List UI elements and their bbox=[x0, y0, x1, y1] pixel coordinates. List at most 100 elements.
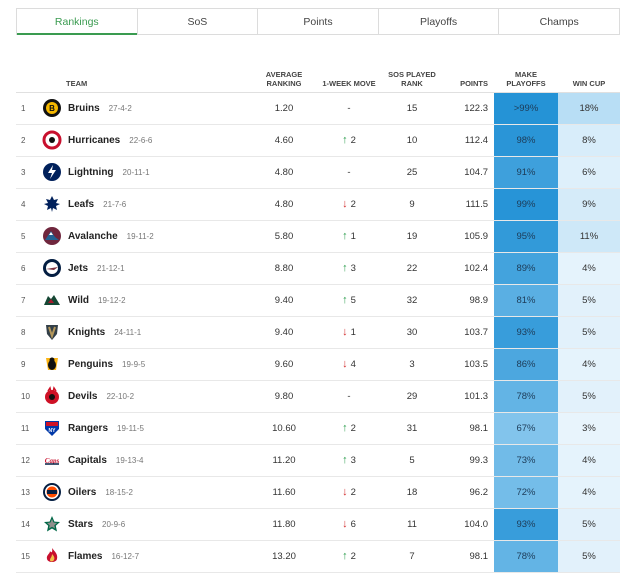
tab-rankings[interactable]: Rankings bbox=[17, 9, 138, 35]
rank-cell: 8 bbox=[16, 316, 36, 349]
week-move-cell: ↑ 3 bbox=[314, 252, 384, 285]
svg-text:B: B bbox=[49, 104, 55, 113]
table-row[interactable]: 2 Hurricanes 22-6-6 4.60 ↑ 2 10 112.4 98% 8% bbox=[16, 124, 620, 157]
tab-playoffs[interactable]: Playoffs bbox=[379, 9, 500, 34]
flames-logo-icon bbox=[42, 546, 62, 566]
week-move-cell: - bbox=[314, 156, 384, 189]
sos-played-rank-cell: 5 bbox=[384, 444, 440, 477]
week-move-cell: ↓ 2 bbox=[314, 476, 384, 509]
move-up: ↑ 2 bbox=[342, 550, 356, 562]
average-ranking-cell: 8.80 bbox=[254, 252, 314, 285]
win-cup-cell: 5% bbox=[558, 284, 620, 317]
team-cell: Flames 16-12-7 bbox=[36, 540, 254, 573]
make-playoffs-cell: 78% bbox=[494, 540, 558, 573]
table-row[interactable]: 5 Avalanche 19-11-2 5.80 ↑ 1 19 105.9 95% 11% bbox=[16, 220, 620, 253]
table-row[interactable]: 12 Caps Capitals 19-13-4 11.20 ↑ 3 5 99.3 73% 4% bbox=[16, 444, 620, 477]
sos-played-rank-header[interactable]: SOS PLAYED RANK bbox=[384, 58, 440, 93]
team-name[interactable]: Wild bbox=[68, 294, 90, 306]
average-ranking-header[interactable]: AVERAGE RANKING bbox=[254, 58, 314, 93]
table-row[interactable]: 10 Devils 22-10-2 9.80 - 29 101.3 78% 5% bbox=[16, 380, 620, 413]
points-cell: 99.3 bbox=[440, 444, 494, 477]
team-name[interactable]: Lightning bbox=[68, 166, 114, 178]
team-name[interactable]: Leafs bbox=[68, 198, 95, 210]
team-name[interactable]: Flames bbox=[68, 550, 103, 562]
average-ranking-cell: 9.60 bbox=[254, 348, 314, 381]
team-cell: Oilers 18-15-2 bbox=[36, 476, 254, 509]
points-cell: 104.7 bbox=[440, 156, 494, 189]
team-name[interactable]: Knights bbox=[68, 326, 106, 338]
average-ranking-cell: 4.80 bbox=[254, 188, 314, 221]
team-name[interactable]: Capitals bbox=[68, 454, 107, 466]
rank-cell: 6 bbox=[16, 252, 36, 285]
team-name[interactable]: Avalanche bbox=[68, 230, 118, 242]
tab-sos[interactable]: SoS bbox=[138, 9, 259, 34]
make-playoffs-cell: 99% bbox=[494, 188, 558, 221]
team-cell: Knights 24-11-1 bbox=[36, 316, 254, 349]
make-playoffs-cell: 91% bbox=[494, 156, 558, 189]
move-value: 3 bbox=[350, 454, 356, 466]
team-record: 20-9-6 bbox=[102, 519, 126, 529]
win-cup-header[interactable]: WIN CUP bbox=[558, 58, 620, 93]
table-row[interactable]: 7 Wild 19-12-2 9.40 ↑ 5 32 98.9 81% 5% bbox=[16, 284, 620, 317]
team-record: 19-11-5 bbox=[117, 423, 144, 433]
team-record: 20-11-1 bbox=[122, 167, 150, 177]
table-row[interactable]: 13 Oilers 18-15-2 11.60 ↓ 2 18 96.2 72% 4% bbox=[16, 476, 620, 509]
sos-played-rank-cell: 18 bbox=[384, 476, 440, 509]
table-row[interactable]: 9 Penguins 19-9-5 9.60 ↓ 4 3 103.5 86% 4% bbox=[16, 348, 620, 381]
arrow-down-icon: ↓ bbox=[342, 198, 348, 210]
team-name[interactable]: Penguins bbox=[68, 358, 114, 370]
points-cell: 98.1 bbox=[440, 412, 494, 445]
table-row[interactable]: 8 Knights 24-11-1 9.40 ↓ 1 30 103.7 93% 5% bbox=[16, 316, 620, 349]
points-cell: 98.1 bbox=[440, 540, 494, 573]
team-name[interactable]: Bruins bbox=[68, 102, 100, 114]
team-record: 19-11-2 bbox=[126, 231, 154, 241]
table-row[interactable]: 14 Stars 20-9-6 11.80 ↓ 6 11 104.0 93% 5% bbox=[16, 508, 620, 541]
team-name[interactable]: Hurricanes bbox=[68, 134, 121, 146]
table-row[interactable]: 1 B Bruins 27-4-2 1.20 - 15 122.3 >99% 18% bbox=[16, 92, 620, 125]
team-name[interactable]: Devils bbox=[68, 390, 98, 402]
make-playoffs-header[interactable]: MAKE PLAYOFFS bbox=[494, 58, 558, 93]
table-row[interactable]: 15 Flames 16-12-7 13.20 ↑ 2 7 98.1 78% 5% bbox=[16, 540, 620, 573]
table-row[interactable]: 4 Leafs 21-7-6 4.80 ↓ 2 9 111.5 99% 9% bbox=[16, 188, 620, 221]
table-row[interactable]: 3 Lightning 20-11-1 4.80 - 25 104.7 91% 6% bbox=[16, 156, 620, 189]
team-cell: Lightning 20-11-1 bbox=[36, 156, 254, 189]
rank-cell: 14 bbox=[16, 508, 36, 541]
week-move-header[interactable]: 1-WEEK MOVE bbox=[314, 58, 384, 93]
move-value: 6 bbox=[350, 518, 356, 530]
team-name[interactable]: Oilers bbox=[68, 486, 97, 498]
tab-champs[interactable]: Champs bbox=[539, 15, 579, 28]
team-record: 19-13-4 bbox=[115, 455, 144, 465]
move-value: 2 bbox=[350, 198, 356, 210]
team-cell: Caps Capitals 19-13-4 bbox=[36, 444, 254, 477]
arrow-up-icon: ↑ bbox=[342, 262, 348, 274]
tab-points[interactable]: Points bbox=[258, 9, 379, 34]
rank-cell: 12 bbox=[16, 444, 36, 477]
sos-played-rank-cell: 30 bbox=[384, 316, 440, 349]
arrow-up-icon: ↑ bbox=[342, 422, 348, 434]
table-row[interactable]: 6 Jets 21-12-1 8.80 ↑ 3 22 102.4 89% 4% bbox=[16, 252, 620, 285]
move-value: 1 bbox=[350, 326, 356, 338]
win-cup-cell: 4% bbox=[558, 476, 620, 509]
average-ranking-cell: 4.60 bbox=[254, 124, 314, 157]
team-name[interactable]: Jets bbox=[68, 262, 89, 274]
make-playoffs-cell: 81% bbox=[494, 284, 558, 317]
points-header[interactable]: POINTS bbox=[440, 58, 494, 93]
view-tabs: Rankings SoS Points Playoffs Champs bbox=[16, 8, 620, 35]
average-ranking-cell: 1.20 bbox=[254, 92, 314, 125]
team-header[interactable]: TEAM bbox=[36, 58, 254, 93]
move-down: ↓ 2 bbox=[342, 486, 356, 498]
team-record: 16-12-7 bbox=[111, 551, 140, 561]
team-record: 22-10-2 bbox=[106, 391, 135, 401]
win-cup-cell: 4% bbox=[558, 444, 620, 477]
week-move-cell: ↑ 3 bbox=[314, 444, 384, 477]
points-cell: 103.5 bbox=[440, 348, 494, 381]
team-cell: Hurricanes 22-6-6 bbox=[36, 124, 254, 157]
average-ranking-cell: 13.20 bbox=[254, 540, 314, 573]
move-down: ↓ 4 bbox=[342, 358, 356, 370]
points-cell: 112.4 bbox=[440, 124, 494, 157]
team-name[interactable]: Rangers bbox=[68, 422, 109, 434]
rank-cell: 11 bbox=[16, 412, 36, 445]
team-record: 21-12-1 bbox=[97, 263, 125, 273]
team-name[interactable]: Stars bbox=[68, 518, 94, 530]
table-row[interactable]: 11 NY Rangers 19-11-5 10.60 ↑ 2 31 98.1 67% 3% bbox=[16, 412, 620, 445]
